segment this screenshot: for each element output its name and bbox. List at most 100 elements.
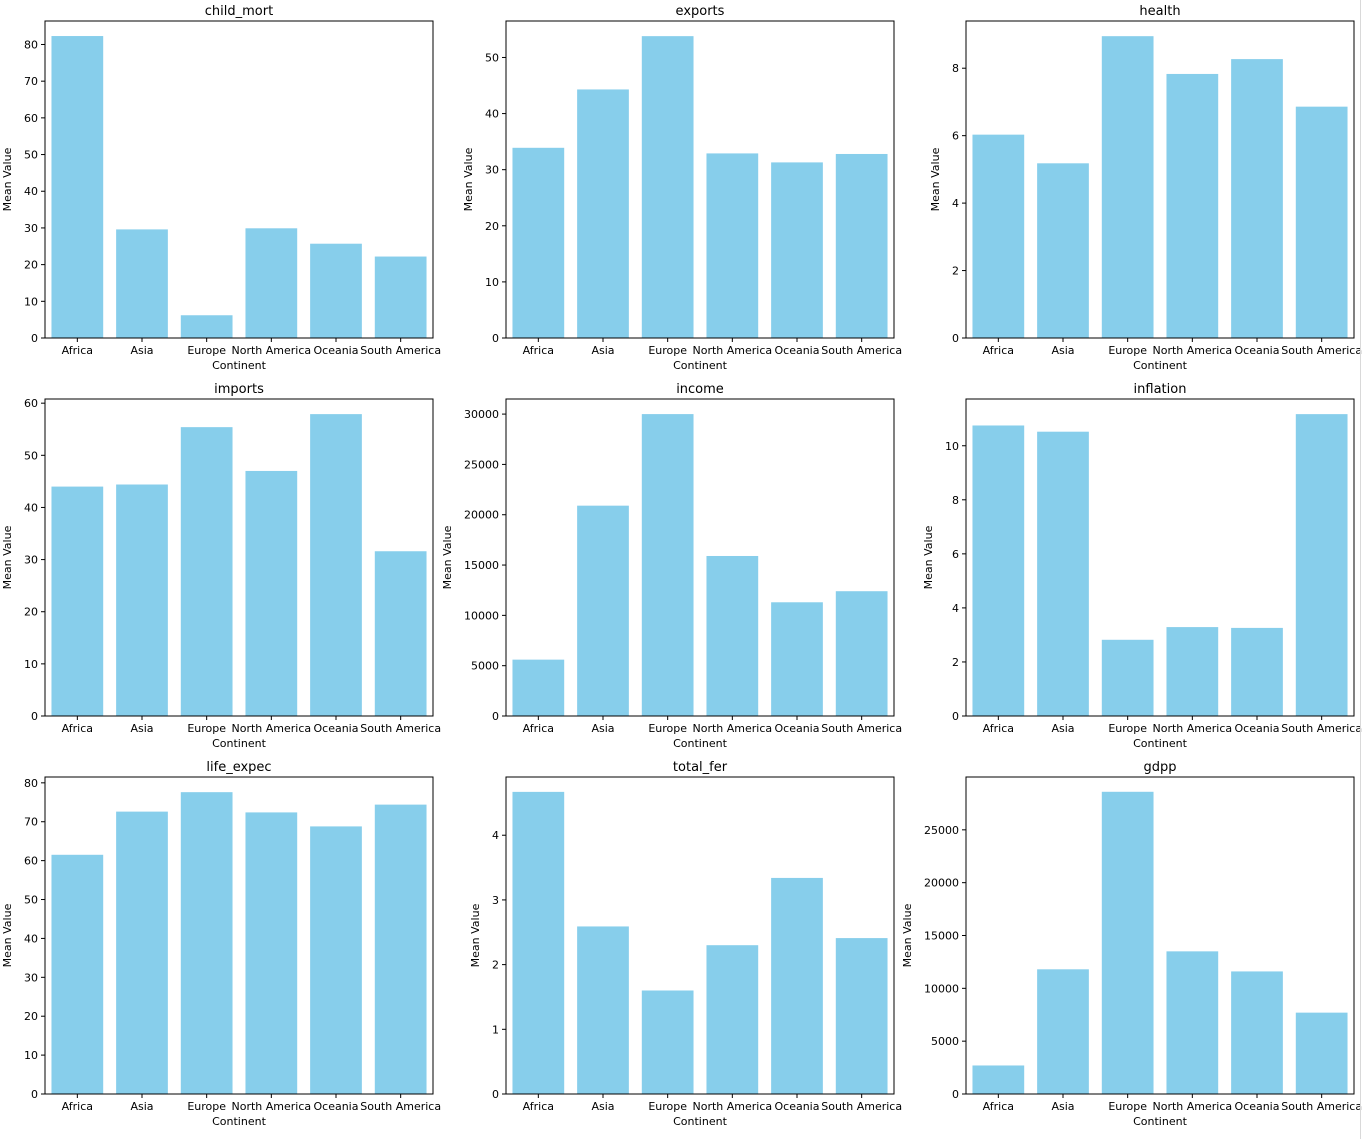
bar-africa [972,1065,1025,1094]
x-tick-label: Asia [130,344,153,357]
bar-asia [577,926,629,1094]
y-tick-label: 0 [492,1088,499,1101]
x-tick-label: South America [360,344,441,357]
subplot-income: income 0 5000 10000 15000 20000 25000 30000 Afri… [441,382,902,750]
bar-africa [512,147,565,338]
y-tick-label: 30 [24,222,38,235]
bar-south-america [1295,106,1348,338]
subplot-title: inflation [1134,382,1187,397]
window-edge-divider [1360,0,1361,1139]
bar-south-america [835,938,888,1094]
bar-africa [512,659,565,716]
x-tick-label: South America [821,344,902,357]
y-tick-label: 6 [952,130,959,143]
bar-asia [1037,163,1089,338]
x-tick-label: North America [232,1100,312,1113]
x-axis-label: Continent [212,359,266,372]
y-axis-label: Mean Value [1,525,14,589]
y-tick-label: 40 [24,501,38,514]
x-tick-label: Europe [648,1100,687,1113]
bar-asia [116,484,168,716]
bar-south-america [374,551,427,716]
x-tick-label: North America [693,1100,773,1113]
bar-africa [51,486,104,716]
y-tick-label: 30000 [464,408,499,421]
subplot-title: gdpp [1143,760,1176,775]
bar-oceania [1231,59,1283,339]
x-tick-label: Africa [983,722,1014,735]
subplot-title: total_fer [673,760,728,775]
x-axis-label: Continent [212,737,266,750]
y-tick-label: 40 [24,932,38,945]
y-tick-label: 2 [952,656,959,669]
y-tick-label: 20 [24,259,38,272]
x-tick-label: Africa [523,722,554,735]
y-tick-label: 10000 [464,609,499,622]
x-tick-label: North America [232,344,312,357]
y-tick-label: 20000 [924,877,959,890]
y-tick-label: 30 [485,164,499,177]
x-tick-label: Europe [187,344,226,357]
x-tick-label: North America [232,722,312,735]
subplot-child_mort: child_mort 0 10 20 30 40 50 60 70 80 Africa Asia Eur… [1,4,441,372]
y-tick-label: 0 [952,1088,959,1101]
x-tick-label: Europe [648,344,687,357]
x-tick-label: Oceania [775,344,820,357]
y-tick-label: 5000 [471,660,499,673]
axes-frame [44,776,434,1095]
x-tick-label: Asia [1051,722,1074,735]
bar-africa [512,791,565,1094]
bar-north-america [1166,951,1219,1094]
y-tick-label: 60 [24,397,38,410]
y-tick-label: 30 [24,554,38,567]
y-tick-label: 0 [31,332,38,345]
x-tick-label: South America [1281,722,1362,735]
subplot-inflation: inflation 0 2 4 6 8 10 Africa Asia Europe North Am… [922,382,1362,750]
bar-asia [116,811,168,1094]
bar-europe [180,315,233,338]
bar-europe [1101,791,1154,1094]
x-tick-label: North America [1153,344,1233,357]
y-tick-label: 15000 [924,930,959,943]
x-axis-label: Continent [1133,359,1187,372]
bar-asia [116,229,168,338]
axes-frame [965,20,1355,339]
bar-north-america [706,153,759,338]
bar-europe [180,427,233,716]
x-tick-label: South America [1281,1100,1362,1113]
x-tick-label: Africa [62,722,93,735]
y-tick-label: 60 [24,112,38,125]
y-axis-label: Mean Value [929,147,942,211]
y-tick-label: 8 [952,494,959,507]
x-tick-label: South America [1281,344,1362,357]
bar-oceania [771,877,823,1094]
y-tick-label: 50 [485,51,499,64]
x-tick-label: Africa [983,1100,1014,1113]
x-tick-label: Asia [130,1100,153,1113]
y-tick-label: 1 [492,1023,499,1036]
x-tick-label: Africa [523,1100,554,1113]
bar-europe [641,990,694,1094]
y-tick-label: 20 [24,606,38,619]
y-tick-label: 10 [24,295,38,308]
y-axis-label: Mean Value [1,903,14,967]
x-axis-label: Continent [1133,1115,1187,1128]
bar-africa [51,854,104,1094]
x-tick-label: Europe [1108,722,1147,735]
y-tick-label: 10 [945,440,959,453]
y-tick-label: 50 [24,149,38,162]
x-tick-label: Europe [648,722,687,735]
x-tick-label: Asia [130,722,153,735]
y-tick-label: 6 [952,548,959,561]
y-axis-label: Mean Value [441,525,454,589]
y-axis-label: Mean Value [901,903,914,967]
axes-frame [965,776,1355,1095]
axes-frame [44,398,434,717]
subplot-title: child_mort [205,4,273,19]
subplot-imports: imports 0 10 20 30 40 50 60 Africa Asia Europe Nort… [1,382,441,750]
y-tick-label: 0 [31,1088,38,1101]
axes-frame [505,398,895,717]
bar-africa [51,36,104,338]
y-tick-label: 0 [952,332,959,345]
x-axis-label: Continent [673,1115,727,1128]
